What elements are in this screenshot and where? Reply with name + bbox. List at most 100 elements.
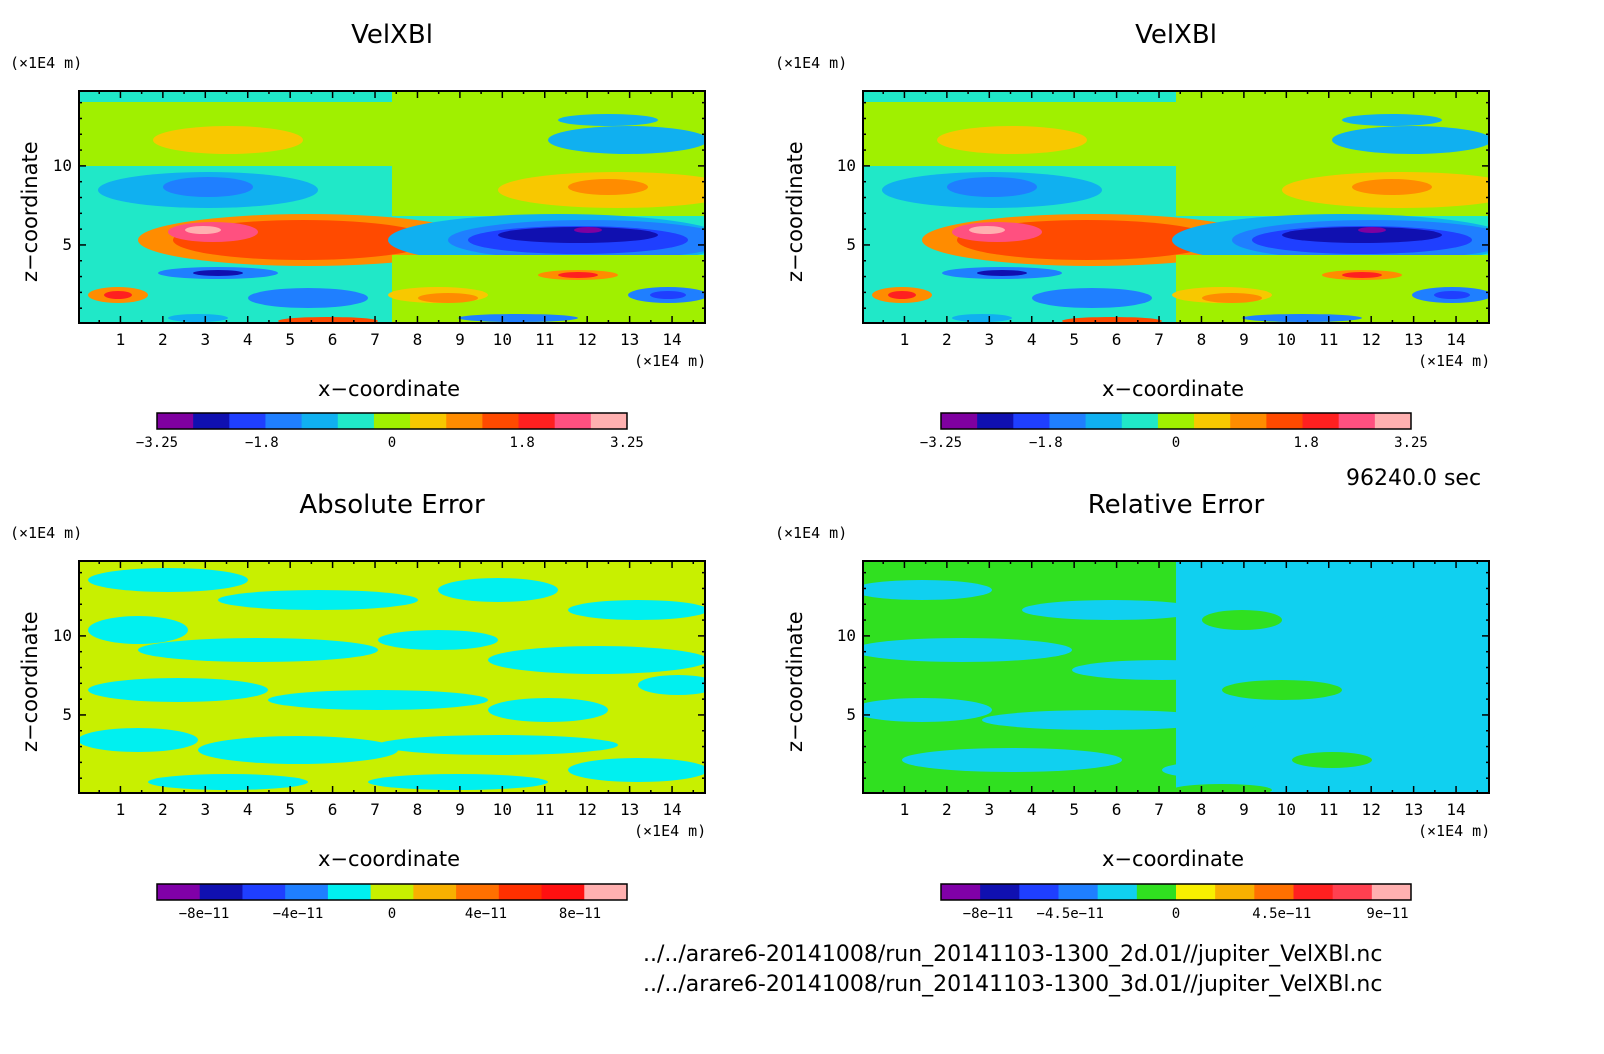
field-contour	[937, 126, 1087, 154]
x-tick-label: 12	[577, 800, 597, 819]
panel-3-y-unit: (×1E4 m)	[10, 524, 83, 542]
colorbar-swatch	[1013, 413, 1050, 429]
field-region	[862, 116, 1490, 126]
field-contour	[1382, 610, 1490, 630]
colorbar-swatch	[498, 884, 543, 900]
colorbar-swatch	[1097, 884, 1138, 900]
field-contour	[148, 774, 308, 790]
colorbar-swatch	[413, 884, 457, 900]
colorbar-swatch	[410, 413, 447, 429]
colorbar-swatch	[1230, 413, 1267, 429]
colorbar-tick-label: 1.8	[509, 435, 535, 451]
field-contour	[1352, 179, 1432, 195]
colorbar-swatch	[1019, 884, 1059, 900]
colorbar-swatch	[1136, 884, 1177, 900]
field-contour	[1212, 588, 1352, 612]
panel-2-x-unit: (×1E4 m)	[1418, 352, 1491, 370]
colorbar-swatch	[446, 413, 483, 429]
field-region	[78, 102, 392, 116]
panel-2-y-label: z−coordinate	[783, 141, 807, 282]
colorbar-swatch	[1194, 413, 1231, 429]
panel-2-plot	[862, 90, 1490, 324]
x-tick-label: 11	[535, 800, 555, 819]
x-tick-label: 5	[285, 800, 295, 819]
colorbar-frame	[156, 883, 628, 901]
x-tick-label: 13	[1403, 800, 1424, 819]
field-contour	[1282, 227, 1442, 243]
field-contour	[1342, 114, 1442, 126]
field-contour	[458, 314, 578, 322]
colorbar-swatch	[229, 413, 266, 429]
x-tick-label: 8	[412, 330, 423, 349]
x-tick-label: 3	[984, 800, 995, 819]
colorbar-tick-label: −4e−11	[272, 906, 324, 922]
colorbar-tick-label: 9e−11	[1366, 906, 1409, 922]
field-contour	[1342, 272, 1382, 278]
colorbar-swatch	[980, 884, 1020, 900]
x-tick-label: 11	[535, 330, 555, 349]
colorbar-tick-label: −1.8	[244, 435, 279, 451]
x-tick-label: 2	[942, 330, 952, 349]
colorbar-swatch	[541, 884, 585, 900]
field-contour	[862, 638, 1072, 662]
colorbar-swatch	[1254, 884, 1294, 900]
panel-4-x-label: x−coordinate	[1102, 847, 1245, 871]
field-contour	[568, 179, 648, 195]
x-tick-label: 7	[1154, 800, 1164, 819]
y-tick-label: 10	[836, 155, 856, 175]
x-tick-label: 12	[1361, 330, 1381, 349]
panel-1-x-unit: (×1E4 m)	[634, 352, 707, 370]
y-tick-label: 5	[62, 234, 72, 254]
colorbar-swatch	[482, 413, 520, 429]
field-contour	[568, 758, 706, 782]
panel-4-colorbar	[940, 883, 1412, 901]
field-contour	[104, 291, 132, 299]
colorbar-swatch	[518, 413, 556, 429]
colorbar-swatch	[584, 884, 628, 900]
panel-3-x-unit: (×1E4 m)	[634, 822, 707, 840]
field-contour	[1032, 288, 1152, 308]
field-contour	[378, 630, 498, 650]
panel-3-colorbar	[156, 883, 628, 901]
colorbar-swatch	[1338, 413, 1376, 429]
x-tick-label: 2	[158, 800, 168, 819]
colorbar-tick-label: 0	[1171, 906, 1181, 922]
x-tick-label: 10	[492, 330, 512, 349]
x-tick-label: 2	[942, 800, 952, 819]
panel-1-y-unit: (×1E4 m)	[10, 54, 83, 72]
colorbar-swatch	[1176, 884, 1216, 900]
panel-4-y-label: z−coordinate	[783, 611, 807, 752]
field-region	[392, 102, 706, 116]
colorbar-frame	[940, 883, 1412, 901]
field-contour	[1292, 752, 1372, 768]
panel-4-title: Relative Error	[1087, 490, 1265, 520]
x-tick-label: 13	[619, 800, 640, 819]
field-contour	[558, 272, 598, 278]
field-contour	[268, 690, 488, 710]
x-tick-label: 10	[1276, 800, 1296, 819]
colorbar-tick-label: −8e−11	[962, 906, 1014, 922]
colorbar-swatch	[265, 413, 303, 429]
colorbar-tick-label: −8e−11	[178, 906, 230, 922]
x-tick-label: 2	[158, 330, 168, 349]
x-tick-label: 4	[242, 330, 253, 349]
colorbar-tick-label: −3.25	[919, 435, 963, 451]
field-contour	[1222, 680, 1342, 700]
field-contour	[650, 291, 686, 299]
colorbar-swatch	[1049, 413, 1087, 429]
x-tick-label: 14	[1446, 330, 1466, 349]
plot-frame	[862, 90, 1490, 324]
colorbar-swatch	[242, 884, 286, 900]
colorbar-tick-label: 3.25	[1394, 435, 1428, 451]
field-contour	[378, 735, 618, 755]
field-contour	[969, 226, 1005, 234]
y-tick-label: 10	[52, 155, 72, 175]
time-label: 96240.0 sec	[1346, 466, 1482, 491]
field-contour	[88, 678, 268, 702]
x-tick-label: 10	[492, 800, 512, 819]
field-contour	[88, 616, 188, 644]
x-tick-label: 5	[1069, 330, 1079, 349]
panel-1-plot	[78, 90, 706, 324]
colorbar-tick-label: 1.8	[1293, 435, 1319, 451]
field-contour	[982, 710, 1222, 730]
